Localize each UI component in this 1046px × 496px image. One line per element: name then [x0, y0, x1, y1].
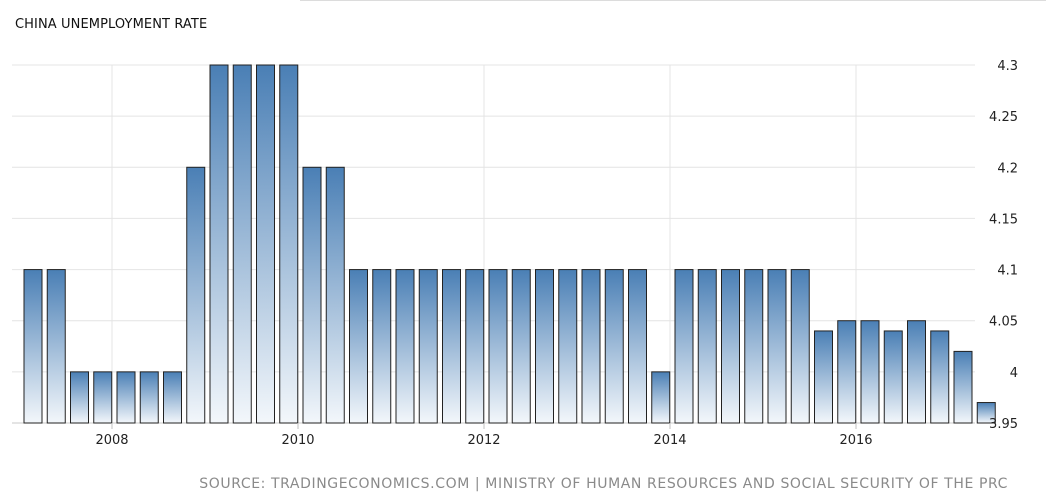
bar	[23, 269, 43, 424]
bar	[395, 269, 415, 424]
top-rule	[300, 0, 1046, 1]
y-tick-label: 4.2	[997, 161, 1018, 176]
bar	[628, 269, 647, 424]
bar	[302, 166, 322, 424]
bar	[511, 269, 531, 424]
bar	[139, 371, 159, 424]
y-tick-label: 4.05	[989, 315, 1018, 330]
bar	[674, 269, 694, 424]
bar	[860, 320, 880, 424]
bar-series	[23, 64, 996, 424]
bar	[372, 269, 392, 424]
bar	[442, 269, 461, 424]
bar	[465, 269, 485, 424]
bar	[209, 64, 229, 424]
bar	[767, 269, 787, 424]
bar	[232, 64, 252, 424]
bar	[907, 320, 926, 424]
bar	[697, 269, 717, 424]
bar	[349, 269, 368, 424]
bar	[976, 402, 996, 424]
bar	[953, 350, 973, 424]
bar	[325, 166, 345, 424]
bar	[70, 371, 89, 424]
bar	[651, 371, 671, 424]
bar	[721, 269, 740, 424]
bar	[163, 371, 182, 424]
bar	[256, 64, 275, 424]
bar	[279, 64, 299, 424]
bar	[883, 330, 903, 424]
bar	[581, 269, 601, 424]
bar	[790, 269, 810, 424]
x-tick-label: 2012	[467, 433, 500, 448]
y-tick-label: 4.15	[989, 212, 1018, 227]
y-axis-ticks: 3.95 4 4.05 4.1 4.15 4.2 4.25 4.3	[989, 59, 1018, 432]
x-tick-label: 2010	[281, 433, 314, 448]
chart-title: CHINA UNEMPLOYMENT RATE	[15, 17, 208, 32]
bar	[116, 371, 136, 424]
x-tick-label: 2008	[95, 433, 128, 448]
y-tick-label: 4	[1010, 366, 1018, 381]
x-tick-label: 2016	[839, 433, 872, 448]
bar	[604, 269, 624, 424]
x-tick-label: 2014	[653, 433, 686, 448]
y-tick-label: 4.3	[997, 59, 1018, 74]
bar	[930, 330, 950, 424]
y-tick-label: 4.25	[989, 110, 1018, 125]
bar	[418, 269, 438, 424]
bar	[46, 269, 66, 424]
bar	[93, 371, 113, 424]
x-axis-ticks: 2008 2010 2012 2014 2016	[95, 423, 873, 448]
y-tick-label: 4.1	[997, 264, 1018, 279]
bar	[837, 320, 857, 424]
bar	[558, 269, 578, 424]
y-tick-label: 3.95	[989, 417, 1018, 432]
unemployment-bar-chart: 2008 2010 2012 2014 2016 3.95 4 4.05 4.1 4.15 4.2…	[12, 59, 1018, 448]
bar	[744, 269, 764, 424]
bar	[535, 269, 554, 424]
bar	[488, 269, 508, 424]
source-note: SOURCE: TRADINGECONOMICS.COM | MINISTRY …	[199, 476, 1008, 492]
bar	[186, 166, 206, 424]
bar	[814, 330, 833, 424]
